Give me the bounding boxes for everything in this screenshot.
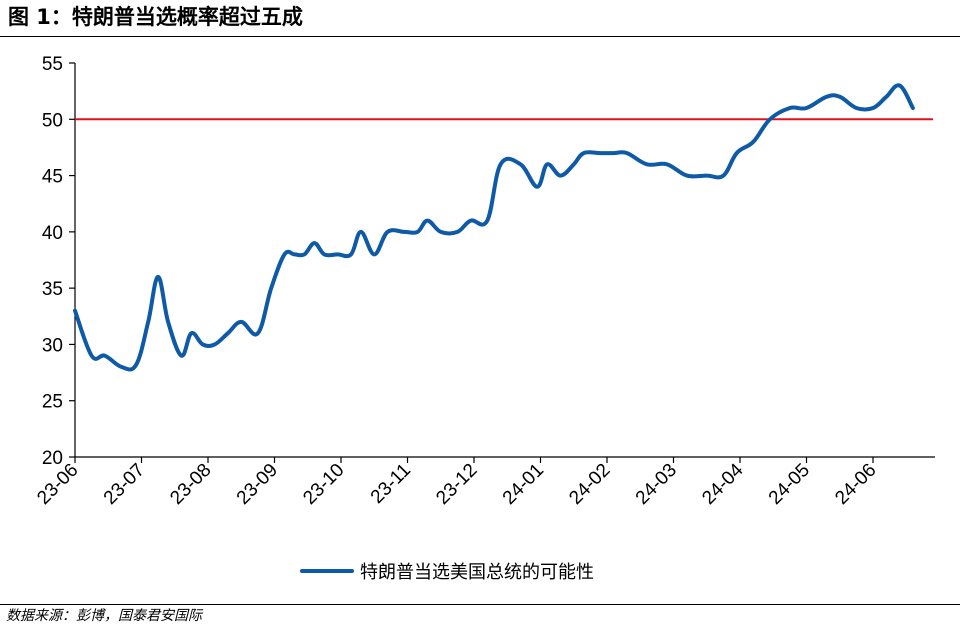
- x-tick-label: 24-03: [632, 460, 681, 509]
- x-tick-label: 24-04: [698, 459, 748, 509]
- y-tick-label: 50: [42, 110, 63, 131]
- legend: 特朗普当选美国总统的可能性: [300, 562, 594, 583]
- x-tick-label: 23-12: [432, 460, 481, 509]
- data-source: 数据来源：彭博，国泰君安国际: [6, 608, 202, 624]
- x-tick-label: 23-09: [233, 460, 282, 509]
- y-tick-label: 35: [42, 279, 63, 300]
- legend-label: 特朗普当选美国总统的可能性: [360, 562, 594, 583]
- x-tick-label: 23-08: [166, 460, 215, 509]
- chart-axes: [74, 63, 935, 458]
- figure-title: 图 1：特朗普当选概率超过五成: [8, 5, 303, 29]
- x-tick-label: 24-05: [765, 460, 814, 509]
- y-tick-label: 30: [42, 335, 63, 356]
- bottom-rule: [0, 604, 960, 605]
- y-tick-label: 55: [42, 54, 63, 75]
- x-tick-label: 24-02: [565, 460, 614, 509]
- x-axis-ticks: 23-06 23-07 23-08 23-09 23-10 23-11 23-12 24-01…: [33, 457, 881, 509]
- x-tick-label: 24-06: [831, 460, 880, 509]
- series-line: [73, 83, 915, 372]
- x-tick-label: 23-11: [367, 460, 415, 508]
- series-group: [73, 83, 915, 372]
- y-tick-label: 40: [42, 223, 63, 244]
- y-tick-label: 25: [42, 392, 63, 413]
- y-tick-label: 20: [42, 448, 63, 469]
- y-tick-label: 45: [42, 167, 63, 188]
- x-tick-label: 24-01: [499, 460, 548, 509]
- y-axis-ticks: 20 25 30 35 40 45 50 55: [42, 54, 75, 469]
- top-rule: [0, 36, 960, 37]
- x-tick-label: 23-10: [299, 460, 348, 509]
- x-tick-label: 23-07: [100, 460, 149, 509]
